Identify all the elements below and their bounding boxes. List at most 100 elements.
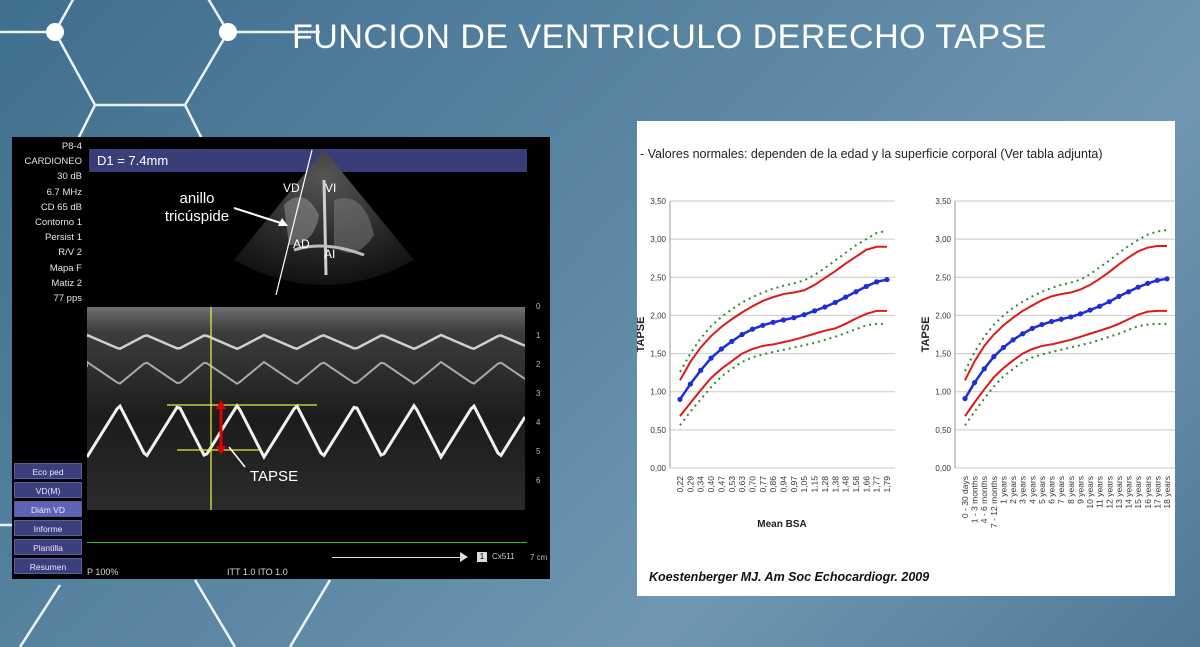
data-point (698, 367, 704, 373)
series-line-lower-solid (679, 309, 887, 417)
x-tick-label: 6 years (1047, 476, 1057, 504)
data-point (1116, 293, 1122, 299)
x-tick-label: 7 years (1056, 476, 1066, 504)
series-line-upper-solid (679, 245, 887, 381)
x-tick-label: 8 years (1066, 476, 1076, 504)
y-tick-label: 1,00 (650, 388, 666, 397)
x-tick-label: 3 years (1018, 476, 1028, 504)
ultrasound-param: CD 65 dB (40, 201, 82, 213)
y-tick-label: 3,00 (935, 235, 951, 244)
ultrasound-menu: Eco ped VD(M) Diám VD Informe Plantilla Resum… (14, 463, 82, 577)
y-tick-label: 2,00 (935, 311, 951, 320)
data-point (718, 346, 724, 352)
x-tick-label: 4 years (1027, 476, 1037, 504)
y-tick-label: 3,50 (935, 197, 951, 206)
data-point (770, 319, 776, 325)
menu-button[interactable]: Diám VD (14, 501, 82, 517)
ultrasound-param: Matiz 2 (51, 277, 82, 289)
x-tick-label: 7 - 12 months (989, 476, 999, 528)
x-tick-label: 0,34 (696, 476, 706, 493)
x-tick-label: 0,29 (685, 476, 695, 493)
data-point (822, 304, 828, 310)
data-point (1097, 303, 1103, 309)
x-tick-label: 1,05 (799, 476, 809, 493)
data-point (791, 315, 797, 321)
label-vi: VI (325, 181, 337, 195)
x-tick-label: 4 - 6 months (979, 476, 989, 523)
timeline-bar (87, 542, 527, 543)
power-readout: P 100% (87, 567, 119, 577)
tapse-charts: 0,00 0,50 1,00 1,50 2,00 2,50 3,00 3,50 TAPSE 0,2… (637, 197, 1175, 530)
data-point (687, 381, 693, 387)
depth-tick: 4 (536, 418, 541, 427)
data-point (843, 294, 849, 300)
ultrasound-param: 77 pps (53, 293, 82, 305)
data-point (962, 395, 968, 402)
depth-tick: 5 (536, 447, 541, 456)
probe-name: Cx511 (492, 552, 515, 561)
pointer-arrow (233, 207, 288, 226)
y-tick-label: 2,00 (650, 311, 666, 320)
x-tick-label: 12 years (1104, 476, 1114, 509)
menu-button[interactable]: VD(M) (14, 482, 82, 498)
series-line-mean (678, 278, 888, 401)
y-tick-label: 1,00 (935, 388, 951, 397)
data-point (1154, 277, 1160, 283)
citation: Koestenberger MJ. Am Soc Echocardiogr. 2… (649, 570, 930, 584)
ultrasound-param: Persist 1 (45, 232, 82, 244)
menu-button[interactable]: Resumen (14, 558, 82, 574)
play-icon[interactable] (460, 552, 468, 562)
data-point (1125, 289, 1132, 295)
x-tick-label: 0,77 (758, 476, 768, 493)
data-point (1077, 311, 1084, 317)
data-point (1145, 280, 1151, 286)
x-tick-label: 14 years (1124, 476, 1134, 509)
measurement-bar: D1 = 7.4mm (89, 149, 527, 172)
data-point (1020, 331, 1026, 337)
m-mode-wave (87, 333, 525, 351)
x-tick-label: 0,22 (675, 476, 685, 493)
x-tick-label: 2 years (1008, 476, 1018, 504)
x-axis-label: Mean BSA (757, 519, 806, 530)
label-tapse: TAPSE (250, 468, 299, 485)
x-tick-label: 13 years (1114, 476, 1124, 509)
y-tick-label: 0,50 (650, 426, 666, 435)
x-tick-label: 1,79 (882, 476, 892, 493)
x-tick-label: 9 years (1075, 476, 1085, 504)
ultrasound-param: 30 dB (57, 171, 82, 183)
x-tick-label: 0,40 (706, 476, 716, 493)
menu-button[interactable]: Plantilla (14, 539, 82, 555)
m-mode-wave (87, 360, 525, 385)
x-tick-label: 18 years (1162, 476, 1172, 509)
series-line-lower-solid (964, 309, 1167, 417)
menu-button[interactable]: Informe (14, 520, 82, 536)
x-tick-label: 0,70 (747, 476, 757, 493)
data-point (991, 354, 997, 360)
data-point (749, 326, 756, 332)
y-tick-label: 1,50 (650, 350, 666, 359)
depth-tick: 3 (536, 389, 541, 398)
y-tick-label: 3,50 (650, 197, 666, 206)
data-point (874, 279, 880, 285)
depth-unit: 7 cm (530, 553, 548, 562)
data-point (832, 299, 838, 306)
series-line-lower-dotted (679, 322, 887, 426)
ultrasound-param: R/V 2 (58, 247, 82, 259)
x-tick-label: 16 years (1143, 476, 1153, 509)
data-point (1135, 284, 1141, 290)
itt-ito-readout: ITT 1.0 ITO 1.0 (227, 567, 288, 577)
data-point (1029, 325, 1035, 331)
menu-button[interactable]: Eco ped (14, 463, 82, 479)
x-tick-label: 15 years (1133, 476, 1143, 509)
data-point (801, 312, 807, 318)
x-tick-label: 1,66 (861, 476, 871, 493)
data-point (760, 322, 766, 328)
depth-tick: 6 (536, 476, 541, 485)
x-tick-label: 1,15 (810, 476, 820, 493)
ultrasound-param: P8-4 (61, 141, 82, 152)
x-tick-label: 1 - 3 months (970, 476, 980, 523)
depth-tick: 0 (536, 302, 541, 311)
label-vd: VD (283, 181, 300, 195)
ultrasound-image: P8-4 CARDIONEO 30 dB 6.7 MHz CD 65 dB Contorn… (12, 137, 550, 579)
y-axis-label: TAPSE (637, 317, 647, 353)
